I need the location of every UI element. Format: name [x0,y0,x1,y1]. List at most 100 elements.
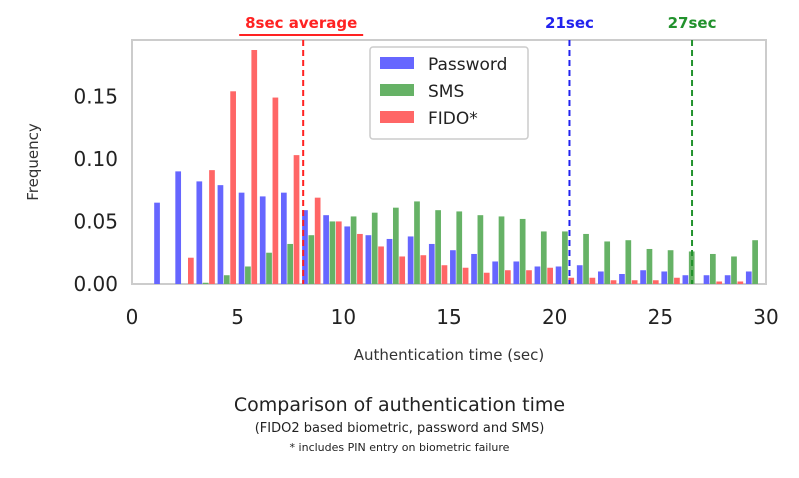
legend-label: SMS [428,82,464,102]
legend-label: Password [428,55,507,75]
bar-password [217,185,224,284]
bar-sms [731,256,737,284]
bar-password [471,253,477,284]
bar-password [619,273,625,284]
bar-sms [752,240,758,284]
y-tick-label: 0.15 [73,84,118,108]
bar-fido [610,280,617,284]
bar-password [323,215,329,284]
bar-sms [667,250,674,284]
bar-password [534,266,541,284]
bar-sms [392,207,399,284]
bar-sms [540,231,547,284]
x-tick-label: 5 [231,305,244,329]
bar-sms [709,253,716,284]
legend-swatch [380,84,414,96]
bar-fido [716,281,723,284]
bar-fido [272,97,279,284]
bar-sms [223,275,230,284]
bar-fido [188,257,194,284]
y-tick-label: 0.05 [73,209,118,233]
bar-fido [293,155,300,284]
x-tick-label: 20 [542,305,567,329]
bar-fido [505,270,511,284]
bar-sms [477,215,484,284]
bar-fido [335,221,342,284]
bar-password [365,235,372,284]
bar-password [280,192,287,284]
bar-sms [604,241,611,284]
bar-fido [652,280,659,284]
reference-label: 27sec [668,14,717,32]
bar-password [428,243,435,284]
x-tick-label: 15 [436,305,461,329]
bar-sms [202,282,209,284]
bar-fido [526,270,532,284]
bar-fido [674,277,680,284]
bar-fido [462,267,469,284]
bar-fido [209,170,215,284]
bar-sms [371,212,378,284]
bar-sms [562,231,568,284]
bar-password [682,275,689,284]
bar-password [302,210,308,284]
bar-sms [329,221,336,284]
y-tick-label: 0.00 [73,272,118,296]
bar-password [175,171,182,284]
bar-password [238,192,245,284]
bar-sms [308,235,315,284]
x-tick-label: 25 [648,305,673,329]
bar-sms [498,216,505,284]
legend-label: FIDO* [428,109,478,129]
bar-fido [357,233,363,284]
x-tick-label: 30 [753,305,778,329]
bar-sms [245,266,251,284]
bar-fido [483,272,490,284]
legend-swatch [380,111,414,123]
bar-password [386,238,393,284]
bar-sms [414,201,420,284]
reference-label: 21sec [545,14,594,32]
bar-password [640,270,646,284]
bar-password [492,261,499,284]
bar-fido [441,265,448,284]
bar-fido [420,255,427,284]
legend-swatch [380,57,414,69]
bar-password [661,271,668,284]
bar-sms [688,251,695,284]
bar-fido [547,267,553,284]
bar-password [724,275,731,284]
bar-sms [287,243,294,284]
bar-password [576,265,583,284]
bar-password [196,181,203,284]
caption-subtitle: (FIDO2 based biometric, password and SMS… [254,421,545,436]
bar-fido [230,91,236,284]
histogram-chart: 0 5 10 15 20 25 30 0.00 0.05 0.10 0.15 Authenticati… [24,14,779,364]
bar-fido [589,277,596,284]
reference-label: 8sec average [245,14,357,32]
bar-fido [378,246,384,284]
x-tick-label: 0 [126,305,139,329]
bar-sms [625,240,632,284]
bar-fido [314,197,321,284]
bar-password [555,266,562,284]
bar-password [407,236,414,284]
bar-sms [266,252,272,284]
bar-fido [399,256,406,284]
caption-note: * includes PIN entry on biometric failur… [289,441,510,454]
bar-password [450,250,456,284]
bar-password [344,226,351,284]
bar-password [703,275,710,284]
x-axis-label: Authentication time (sec) [354,346,545,364]
bar-fido [737,281,744,284]
bar-fido [631,280,638,284]
bar-fido [568,277,575,284]
y-axis-label: Frequency [24,123,42,201]
x-tick-label: 10 [331,305,356,329]
bar-password [513,261,520,284]
bar-sms [456,211,463,284]
bar-sms [646,248,653,284]
bar-password [597,271,604,284]
bar-sms [519,218,526,284]
bar-fido [251,50,258,285]
